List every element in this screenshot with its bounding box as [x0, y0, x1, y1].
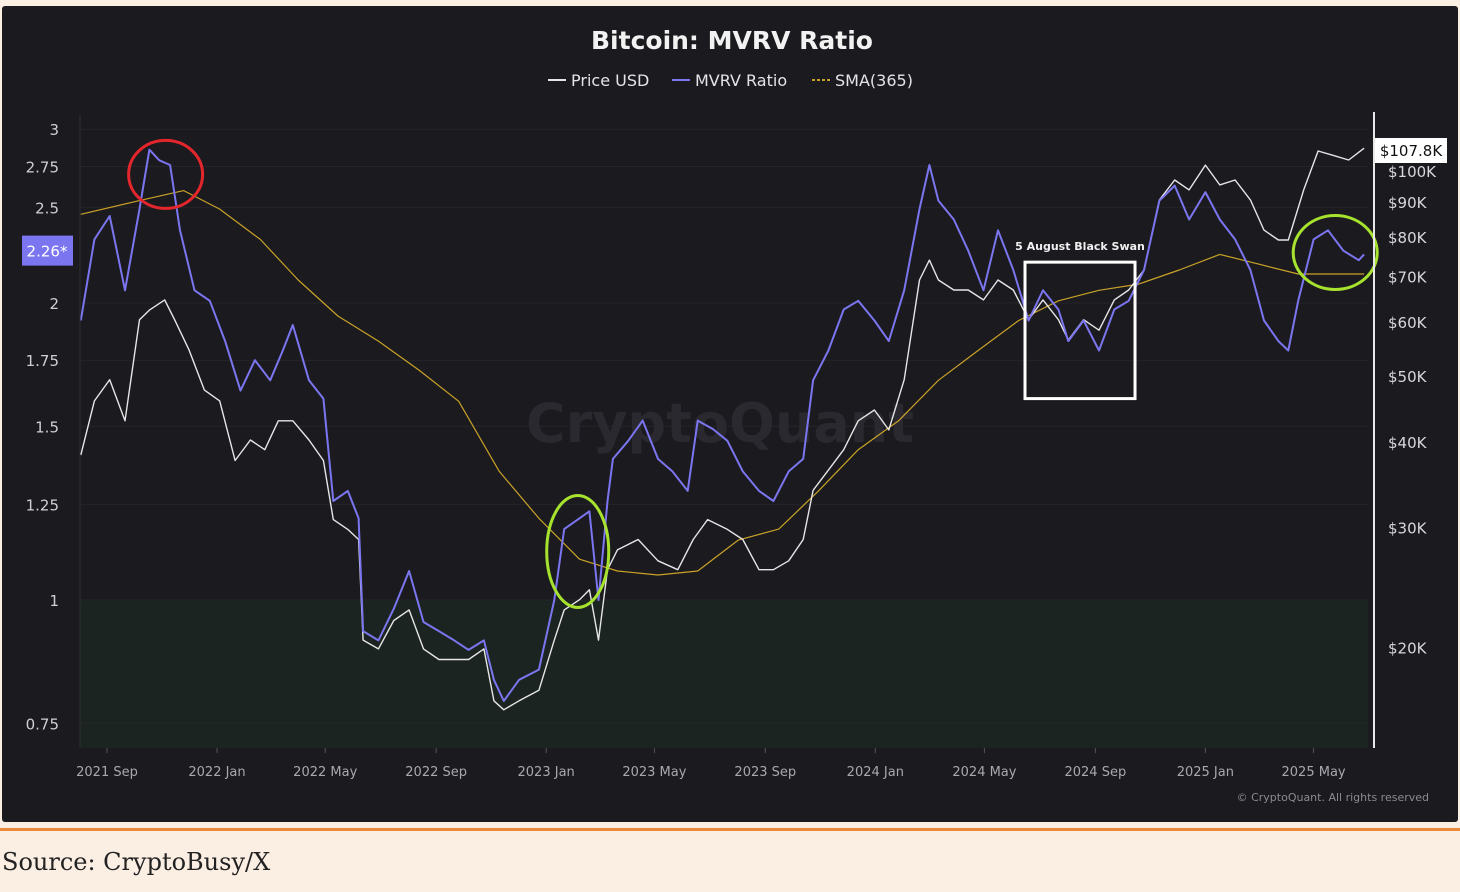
y-left-tick-label: 2.75: [26, 159, 59, 177]
y-right-tick-label: $70K: [1388, 269, 1428, 287]
mvrv-chart: CryptoQuant 5 August Black Swan 3 2.75 2.5…: [22, 26, 1447, 804]
peak-highlight-circle: [127, 138, 205, 210]
legend-mvrv-ratio: MVRV Ratio: [695, 71, 787, 90]
legend-price-usd: Price USD: [571, 71, 649, 90]
y-right-tick-label: $80K: [1388, 229, 1428, 247]
top-rule: [0, 0, 1460, 5]
y-left-tick-label: 0.75: [26, 715, 59, 733]
x-tick-label: 2023 May: [622, 765, 686, 780]
chart-title: Bitcoin: MVRV Ratio: [591, 26, 873, 55]
x-tick-label: 2023 Sep: [734, 765, 796, 780]
current-highlight-circle: [1291, 214, 1379, 292]
price-current-tag: [1375, 138, 1447, 163]
x-tick-label: 2022 Sep: [405, 765, 467, 780]
undervalued-zone: [80, 600, 1368, 748]
bottom-highlight-circle: [545, 493, 611, 609]
x-tick-label: 2023 Jan: [518, 765, 575, 780]
chart-card: CryptoQuant 5 August Black Swan 3 2.75 2.5…: [2, 6, 1458, 822]
copyright: © CryptoQuant. All rights reserved: [1237, 791, 1429, 804]
y-right-tick-label: $20K: [1388, 639, 1428, 657]
x-tick-label: 2025 Jan: [1177, 765, 1234, 780]
mvrv-current-label: 2.26*: [27, 243, 68, 261]
mvrv-current-tag: [22, 235, 73, 266]
mvrv-ratio-line: [79, 148, 1365, 702]
y-left-tick-label: 1.25: [26, 496, 59, 514]
sma-365-line: [80, 190, 1365, 576]
x-tick-label: 2022 Jan: [188, 765, 245, 780]
y-right-tick-label: $50K: [1388, 368, 1428, 386]
source-caption: Source: CryptoBusy/X: [2, 848, 271, 876]
y-left-tick-label: 2.5: [35, 199, 59, 217]
legend-sma-365: SMA(365): [835, 71, 913, 90]
x-tick-label: 2024 Sep: [1064, 765, 1126, 780]
x-tick-label: 2025 May: [1282, 765, 1346, 780]
x-tick-label: 2024 Jan: [847, 765, 904, 780]
watermark: CryptoQuant: [526, 392, 914, 455]
y-left-tick-label: 2: [49, 295, 59, 313]
y-right-tick-label: $40K: [1388, 434, 1428, 452]
y-right-tick-label: $30K: [1388, 519, 1428, 537]
x-tick-label: 2022 May: [293, 765, 357, 780]
y-left-tick-label: 1: [49, 592, 59, 610]
source-divider: [0, 828, 1460, 831]
x-tick-label: 2021 Sep: [76, 765, 138, 780]
x-tick-label: 2024 May: [952, 765, 1016, 780]
y-left-tick-label: 1.5: [35, 418, 59, 436]
y-right-tick-label: $100K: [1388, 163, 1437, 181]
y-right-tick-label: $90K: [1388, 194, 1428, 212]
black-swan-label: 5 August Black Swan: [1015, 240, 1145, 253]
y-right-tick-label: $60K: [1388, 314, 1428, 332]
y-left-tick-label: 1.75: [26, 352, 59, 370]
y-left-tick-label: 3: [49, 121, 59, 139]
price-current-label: $107.8K: [1380, 142, 1443, 160]
black-swan-box: [1023, 260, 1137, 401]
